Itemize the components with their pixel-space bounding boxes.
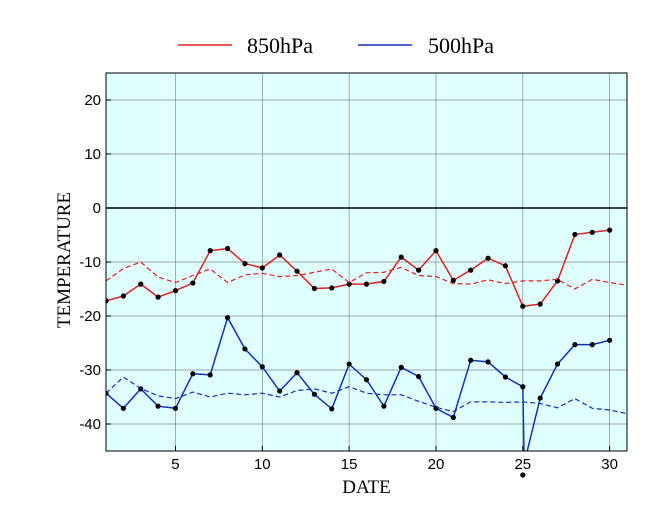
tick-labels: 5 10 15 20 25 30 20 10 0 -10 -20 -30 -40 xyxy=(79,92,618,473)
data-point xyxy=(277,388,283,394)
data-point xyxy=(485,359,491,365)
data-point xyxy=(224,245,231,252)
data-point xyxy=(607,337,613,343)
series-clip-group xyxy=(106,227,627,451)
legend-label: 850hPa xyxy=(247,33,313,58)
data-point xyxy=(190,280,196,286)
data-point xyxy=(311,285,317,292)
data-point xyxy=(433,248,439,254)
data-point xyxy=(346,281,352,287)
data-point xyxy=(520,303,526,309)
data-point xyxy=(259,364,265,370)
data-point xyxy=(607,227,613,233)
data-point xyxy=(363,281,370,287)
data-point xyxy=(294,370,300,376)
data-point xyxy=(381,278,387,285)
data-point xyxy=(572,231,578,238)
data-point xyxy=(346,361,352,367)
data-point xyxy=(294,268,300,274)
y-tick-label: -10 xyxy=(79,254,101,271)
data-point xyxy=(485,255,491,261)
data-point xyxy=(311,391,317,397)
data-point xyxy=(450,277,456,283)
data-point xyxy=(416,267,422,273)
data-point xyxy=(120,293,126,299)
series-line-0 xyxy=(106,229,610,308)
data-point xyxy=(537,301,543,307)
series-layer xyxy=(106,227,627,478)
data-point xyxy=(329,406,335,412)
y-tick-label: -20 xyxy=(79,308,101,325)
data-point xyxy=(537,395,543,401)
x-tick-label: 30 xyxy=(601,456,618,473)
series-line-1 xyxy=(106,261,627,290)
y-tick-label: 20 xyxy=(84,92,101,109)
data-point xyxy=(502,263,509,269)
data-point xyxy=(155,294,161,300)
legend-label: 500hPa xyxy=(428,33,494,58)
data-point xyxy=(450,414,456,421)
data-point xyxy=(433,405,439,411)
data-point xyxy=(502,374,509,380)
data-point xyxy=(589,229,595,235)
data-point xyxy=(120,405,126,411)
data-point xyxy=(242,261,248,267)
x-tick-label: 5 xyxy=(171,456,179,473)
data-point xyxy=(259,265,265,271)
legend: 850hPa 500hPa xyxy=(178,33,494,58)
series-line-3 xyxy=(106,376,627,415)
data-point xyxy=(468,267,474,273)
grid xyxy=(106,73,627,451)
data-point xyxy=(554,361,561,367)
y-tick-label: -40 xyxy=(79,416,101,433)
x-tick-label: 10 xyxy=(254,456,271,473)
x-tick-label: 20 xyxy=(428,456,445,473)
data-point xyxy=(207,372,213,378)
data-point xyxy=(416,373,422,380)
y-tick-label: 10 xyxy=(84,146,101,163)
x-axis-title: DATE xyxy=(342,477,391,498)
data-point xyxy=(520,384,526,390)
data-point xyxy=(468,357,474,363)
data-point xyxy=(207,248,213,254)
y-tick-label: 0 xyxy=(93,200,101,217)
data-point xyxy=(381,403,387,409)
data-point xyxy=(589,342,595,348)
data-point xyxy=(106,298,109,304)
data-point xyxy=(277,252,283,258)
data-point xyxy=(398,364,404,370)
off-chart-point xyxy=(520,472,526,478)
y-tick-label: -30 xyxy=(79,362,101,379)
data-point xyxy=(190,371,196,377)
data-point xyxy=(329,285,335,291)
data-point xyxy=(172,405,179,411)
data-point xyxy=(572,342,578,348)
data-point xyxy=(242,346,248,352)
x-tick-label: 15 xyxy=(341,456,358,473)
data-point xyxy=(224,315,231,321)
data-point xyxy=(138,281,144,287)
x-tick-label: 25 xyxy=(514,456,531,473)
data-point xyxy=(155,403,161,409)
data-point xyxy=(363,377,370,383)
data-point xyxy=(172,288,179,294)
y-axis-title: TEMPERATURE xyxy=(54,192,75,328)
data-point xyxy=(398,254,404,260)
